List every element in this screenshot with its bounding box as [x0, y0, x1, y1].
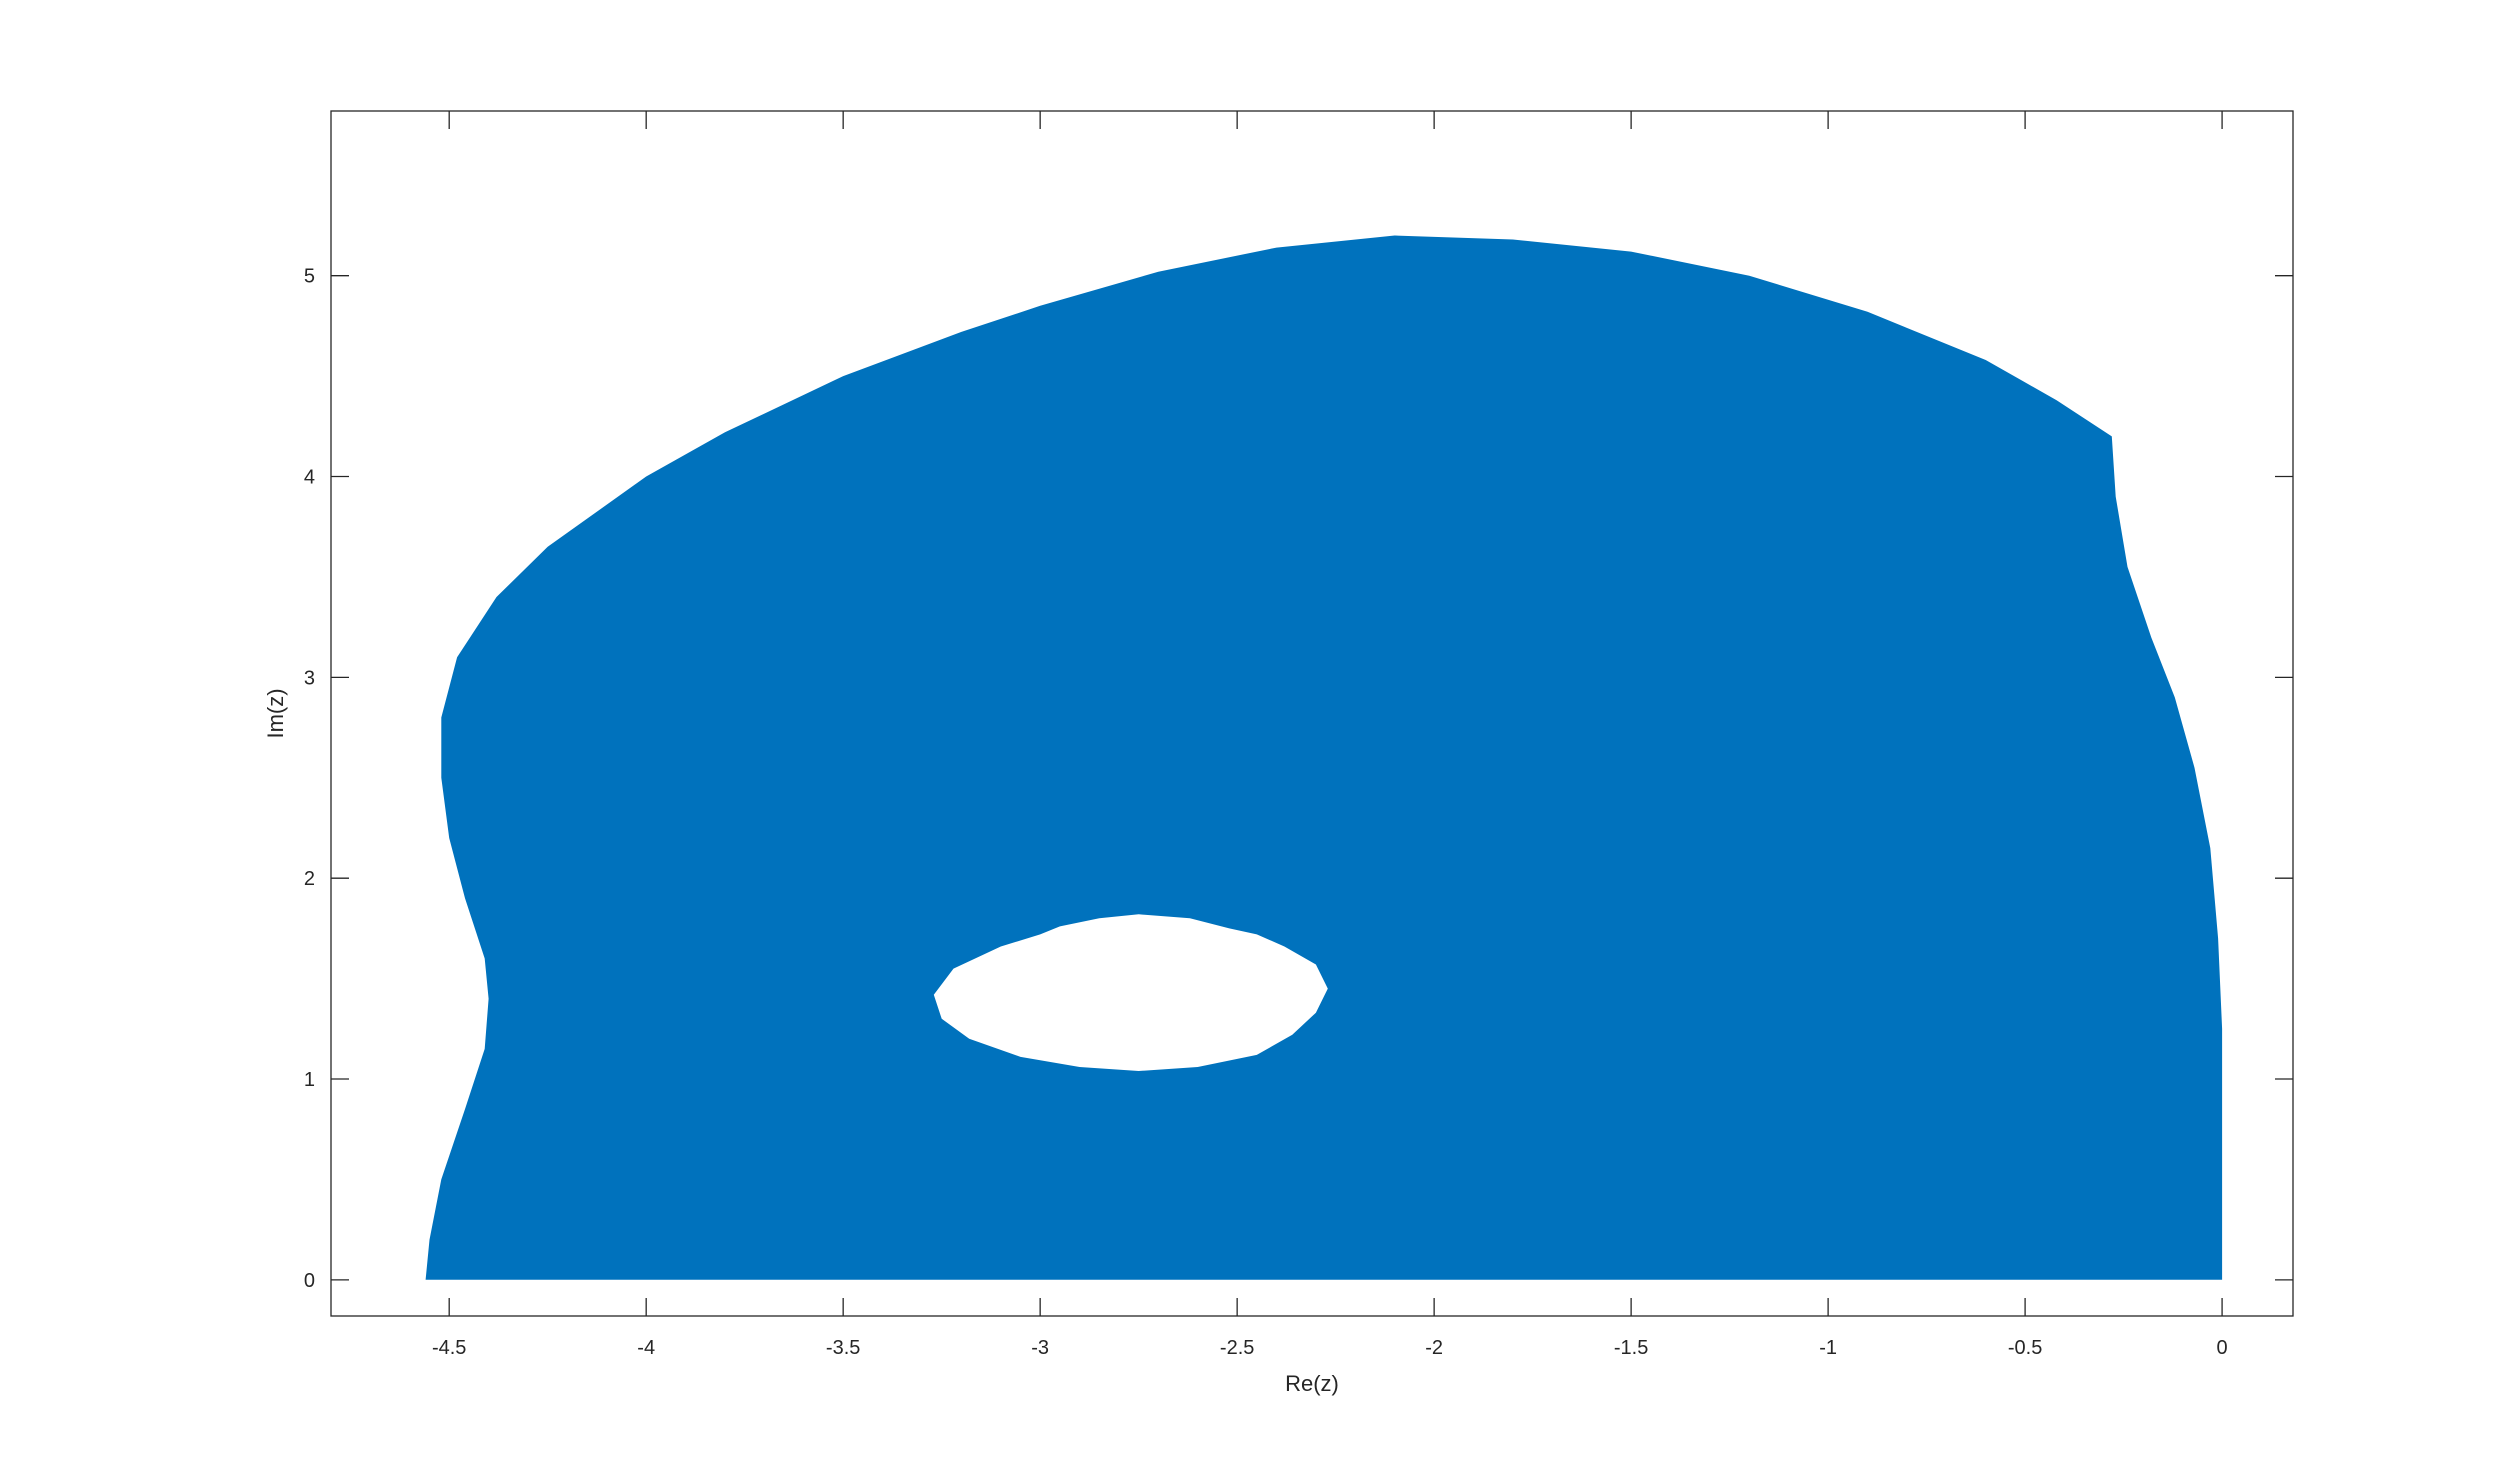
y-tick-label: 3 [304, 667, 315, 689]
y-tick-label: 2 [304, 868, 315, 890]
y-tick-label: 5 [304, 266, 315, 288]
x-tick-label: -2 [1425, 1337, 1443, 1359]
y-axis-label: Im(z) [263, 688, 288, 738]
x-tick-label: -4 [637, 1337, 655, 1359]
x-tick-label: -2.5 [1220, 1337, 1254, 1359]
x-tick-label: 0 [2217, 1337, 2228, 1359]
x-tick-label: -1 [1819, 1337, 1837, 1359]
y-tick-label: 4 [304, 467, 315, 489]
x-tick-label: -4.5 [432, 1337, 466, 1359]
x-tick-label: -0.5 [2008, 1337, 2042, 1359]
y-tick-label: 0 [304, 1270, 315, 1292]
stability-region [425, 235, 2223, 1280]
y-tick-label: 1 [304, 1069, 315, 1091]
x-tick-label: -3.5 [826, 1337, 860, 1359]
x-axis-ticks: -4.5 -4 -3.5 -3 -2.5 -2 -1.5 -1 -0.5 0 [432, 111, 2228, 1359]
y-axis-ticks: 0 1 2 3 4 5 [304, 266, 2293, 1292]
x-tick-label: -3 [1031, 1337, 1049, 1359]
region-layer [425, 235, 2223, 1280]
x-tick-label: -1.5 [1614, 1337, 1648, 1359]
axes-box [330, 110, 2294, 1317]
x-axis-label: Re(z) [1285, 1371, 1339, 1396]
